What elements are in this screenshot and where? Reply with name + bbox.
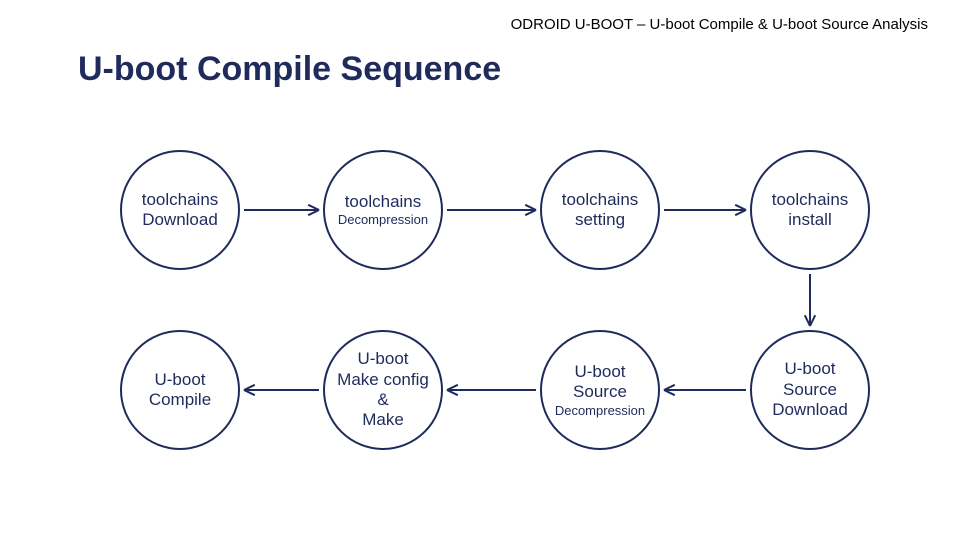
flow-node: U-bootCompile — [120, 330, 240, 450]
flow-node: U-bootSourceDecompression — [540, 330, 660, 450]
flow-node-label: U-bootMake config&Make — [337, 349, 429, 431]
page-title: U-boot Compile Sequence — [78, 50, 501, 89]
flow-node-label: U-bootSourceDecompression — [555, 362, 645, 418]
flow-node-label: U-bootSourceDownload — [772, 359, 848, 420]
flow-node: toolchainssetting — [540, 150, 660, 270]
flow-node: U-bootSourceDownload — [750, 330, 870, 450]
flow-node-label: U-bootCompile — [149, 370, 211, 411]
flow-node: toolchainsDownload — [120, 150, 240, 270]
flow-node-label: toolchainsDownload — [142, 190, 219, 231]
flow-node: toolchainsDecompression — [323, 150, 443, 270]
flow-node-label: toolchainsDecompression — [338, 192, 428, 228]
flow-node: U-bootMake config&Make — [323, 330, 443, 450]
flow-node-label: toolchainsinstall — [772, 190, 849, 231]
flow-node: toolchainsinstall — [750, 150, 870, 270]
flow-node-label: toolchainssetting — [562, 190, 639, 231]
page-header: ODROID U-BOOT – U-boot Compile & U-boot … — [511, 16, 928, 33]
